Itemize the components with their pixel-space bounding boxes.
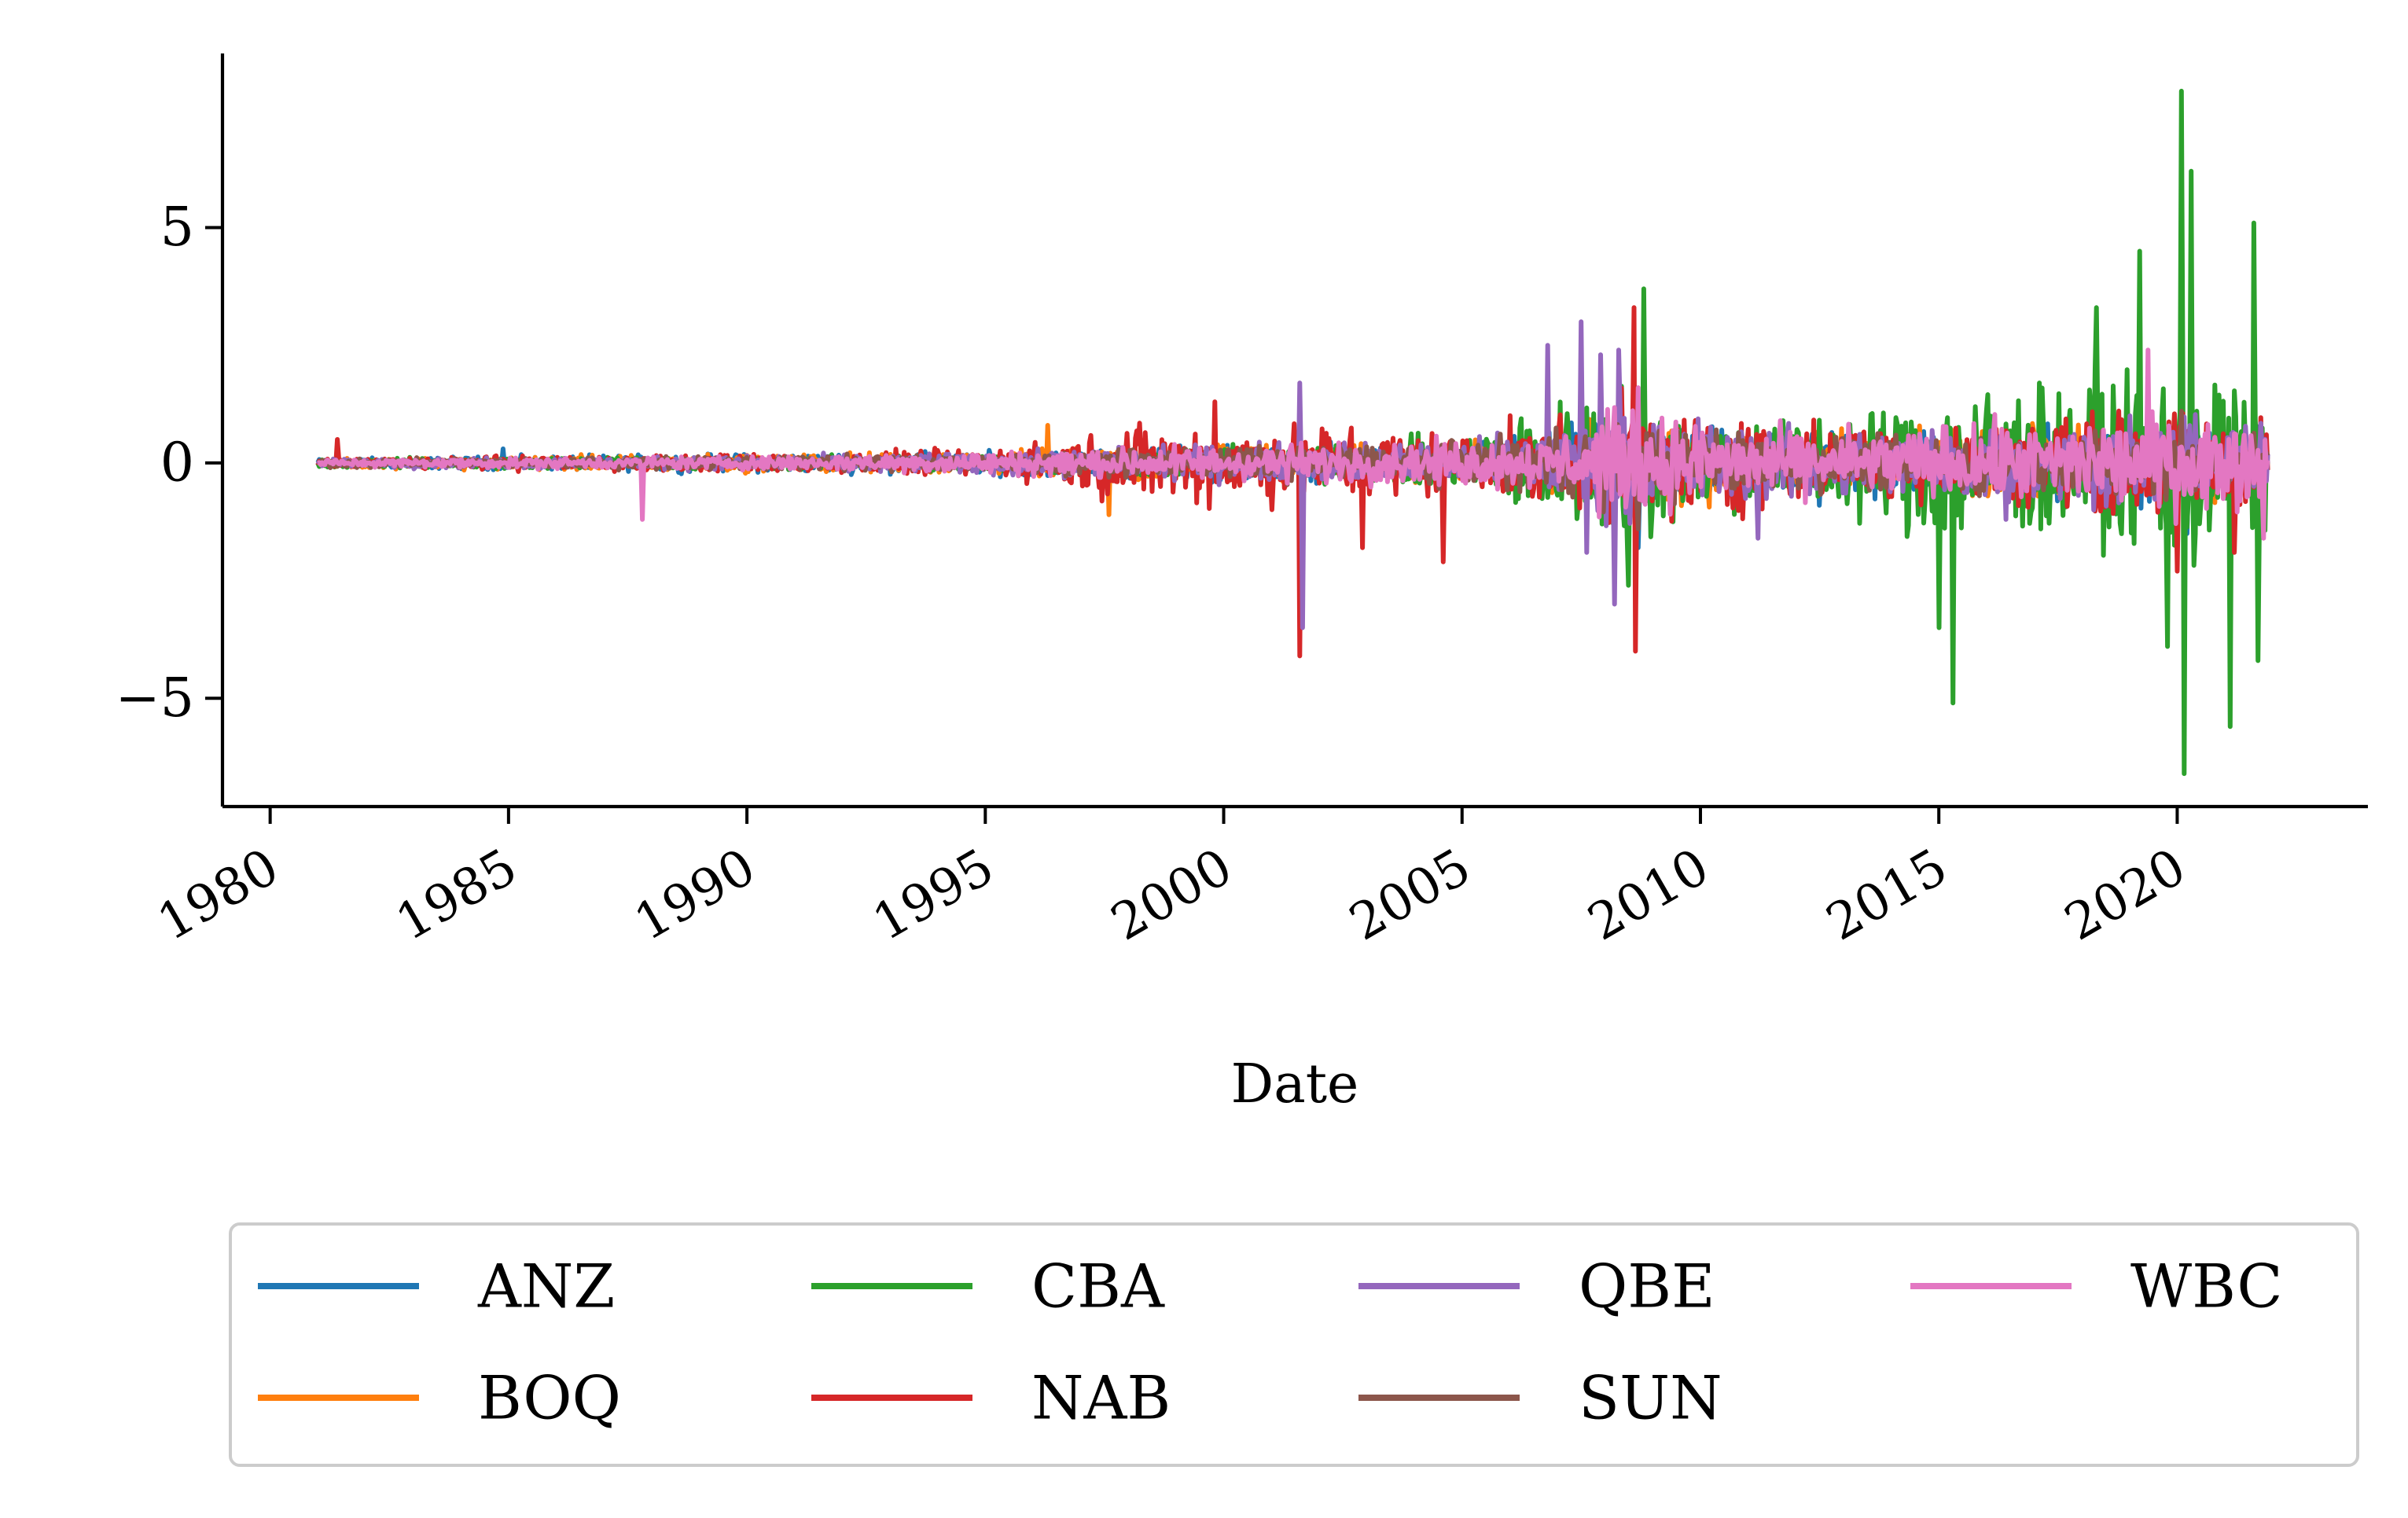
x-tick-label: 2005 xyxy=(1340,838,1480,953)
legend-label-anz: ANZ xyxy=(477,1252,615,1321)
x-ticks: 1980 1985 1990 1995 2000 2005 2010 2015 2020 xyxy=(149,807,2196,952)
legend: ANZ BOQ CBA NAB QBE SUN WBC xyxy=(229,1222,2359,1467)
series-line-wbc xyxy=(317,347,2270,541)
x-tick-label: 1995 xyxy=(863,838,1003,953)
x-tick-label: 2010 xyxy=(1579,838,1719,953)
legend-label-qbe: QBE xyxy=(1579,1252,1715,1321)
x-tick-label: 2020 xyxy=(2056,838,2196,953)
x-tick-label: 1980 xyxy=(149,838,289,953)
legend-frame xyxy=(229,1222,2359,1467)
y-ticks: 5 0 −5 xyxy=(116,197,222,730)
y-tick-label: 5 xyxy=(160,197,194,259)
legend-label-cba: CBA xyxy=(1031,1252,1165,1321)
series-layer xyxy=(315,88,2270,777)
x-tick-label: 1985 xyxy=(387,838,527,953)
x-axis-label: Date xyxy=(1231,1053,1359,1116)
x-tick-label: 2000 xyxy=(1102,838,1242,953)
legend-label-sun: SUN xyxy=(1579,1363,1722,1433)
x-tick-label: 2015 xyxy=(1817,838,1957,953)
legend-label-wbc: WBC xyxy=(2130,1252,2283,1321)
x-tick-label: 1990 xyxy=(625,838,765,953)
y-tick-label: −5 xyxy=(116,667,194,730)
axes xyxy=(220,53,2368,809)
y-tick-label: 0 xyxy=(160,432,194,494)
legend-label-nab: NAB xyxy=(1031,1363,1171,1433)
legend-label-boq: BOQ xyxy=(478,1363,621,1433)
